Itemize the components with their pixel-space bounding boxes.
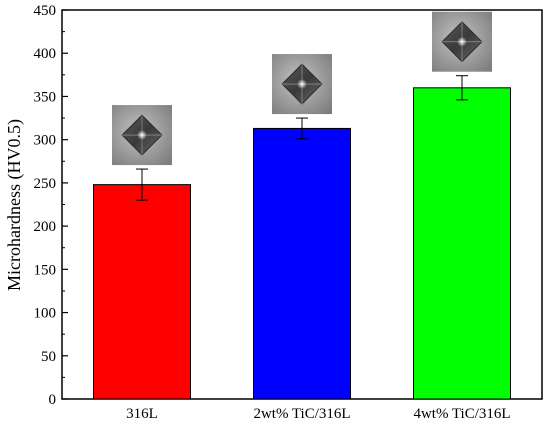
indent-glint <box>297 79 307 90</box>
bar <box>253 127 351 400</box>
y-tick-label: 100 <box>34 306 57 322</box>
y-tick-label: 50 <box>41 349 56 365</box>
y-tick-label: 400 <box>34 46 57 62</box>
indentation-micrograph <box>272 54 332 115</box>
y-axis-title: Microhardness (HV0.5) <box>4 119 25 291</box>
x-tick-label: 4wt% TiC/316L <box>413 406 510 422</box>
y-tick-label: 350 <box>34 89 57 105</box>
indentation-insets <box>112 11 492 166</box>
y-tick-label: 450 <box>34 3 57 19</box>
indentation-micrograph <box>112 105 172 166</box>
x-tick-label: 316L <box>126 406 158 422</box>
y-tick-label: 250 <box>34 176 57 192</box>
bar <box>93 184 191 400</box>
error-bars <box>136 75 468 201</box>
x-axis: 316L 2wt% TiC/316L 4wt% TiC/316L <box>126 394 511 422</box>
y-tick-label: 200 <box>34 219 57 235</box>
x-tick-label: 2wt% TiC/316L <box>253 406 350 422</box>
y-tick-label: 0 <box>49 392 57 408</box>
bar-series <box>93 87 511 400</box>
bar <box>413 87 511 400</box>
y-axis: 0 50 100 150 200 250 300 350 400 450 <box>34 3 68 408</box>
indent-glint <box>457 36 467 47</box>
indentation-micrograph <box>432 11 492 72</box>
y-tick-label: 300 <box>34 133 57 149</box>
y-tick-label: 150 <box>34 262 57 278</box>
indent-glint <box>137 130 147 141</box>
